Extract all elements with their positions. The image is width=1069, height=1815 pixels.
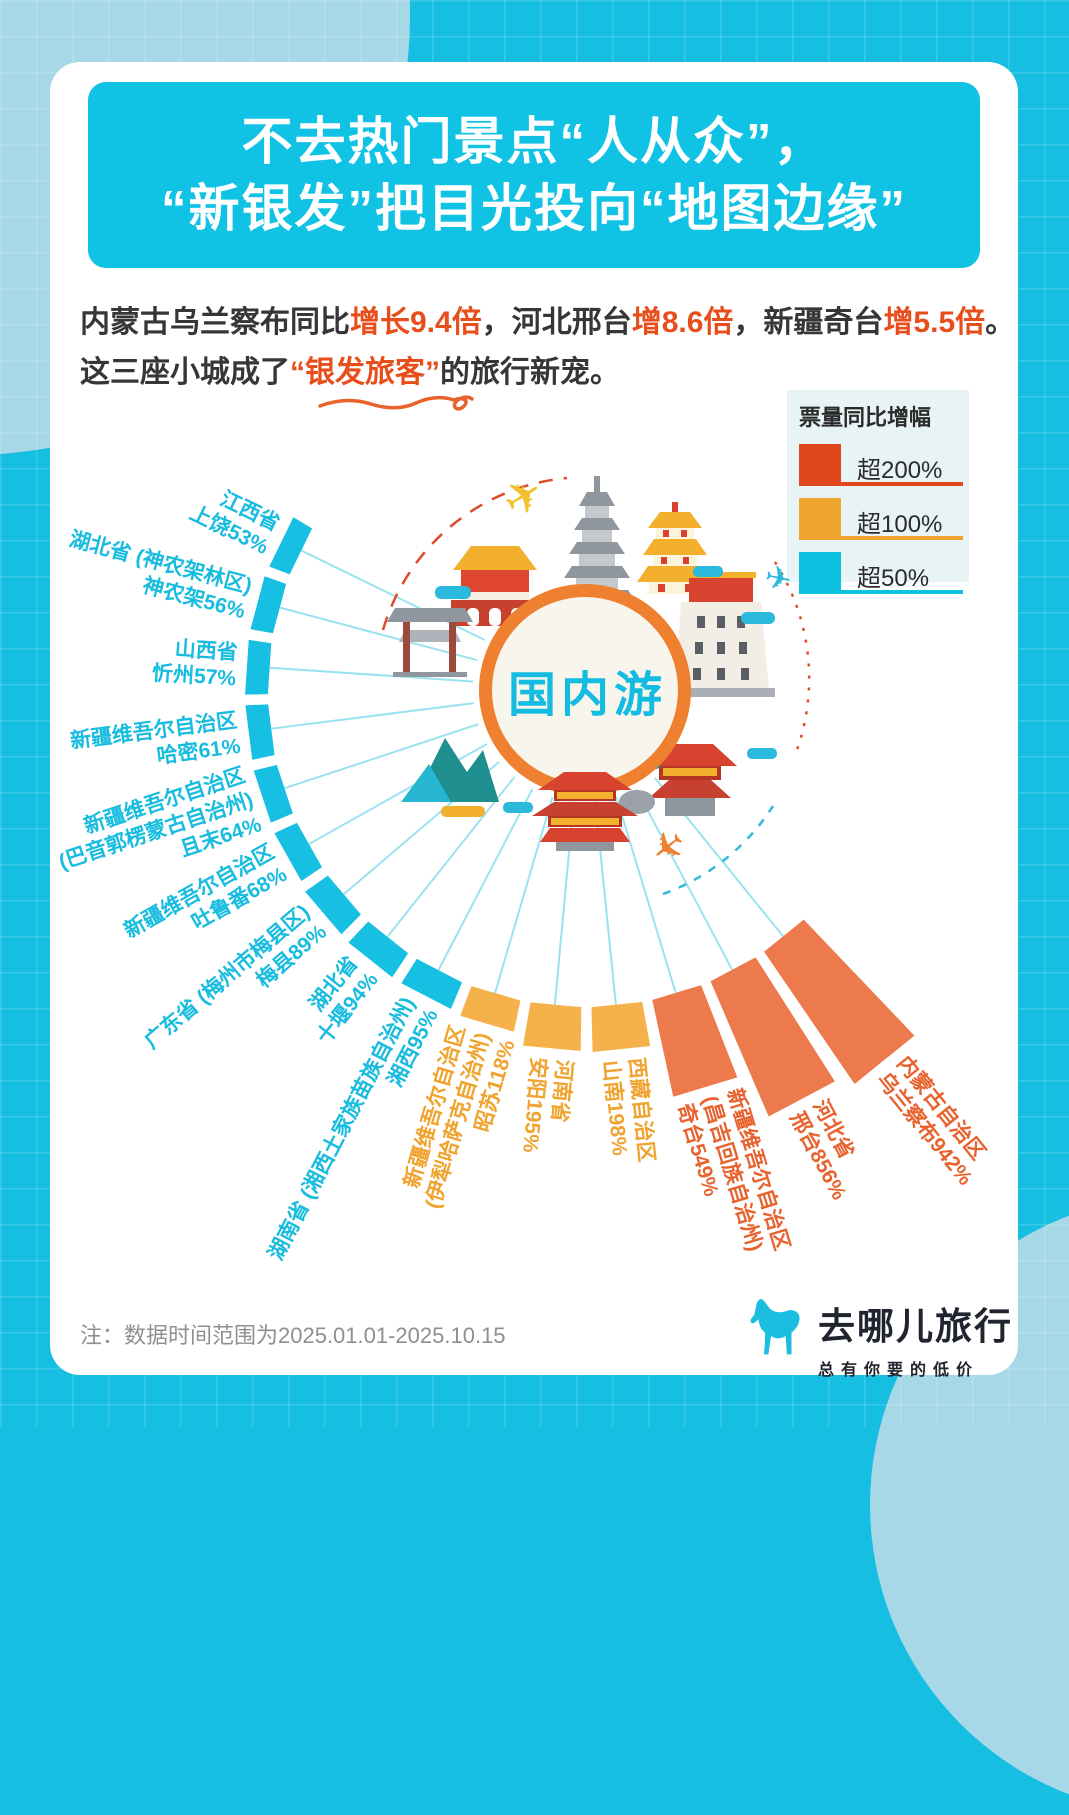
subtitle-line-2: 这三座小城成了“银发旅客”的旅行新宠。 — [80, 348, 1000, 398]
radial-bar-新疆维吾尔自治区(伊犁哈萨克自治州) 昭苏 — [460, 985, 523, 1031]
legend-underline — [799, 482, 963, 486]
destination-label-河北省 邢台: 河北省 邢台856% — [784, 1096, 875, 1205]
legend-underline — [799, 590, 963, 594]
subtitle-text: 这三座小城成了 — [80, 356, 290, 389]
tower-illustration — [532, 772, 638, 851]
radial-bar-山西省 忻州 — [245, 640, 272, 696]
subtitle-highlight: “银发旅客” — [290, 356, 440, 389]
destination-label-内蒙古自治区 乌兰察布: 内蒙古自治区 乌兰察布942% — [871, 1051, 998, 1191]
destination-label-line: 忻州57% — [151, 661, 237, 691]
destination-label-山西省 忻州: 山西省 忻州57% — [151, 635, 238, 693]
infographic-card: 不去热门景点“人从众”， “新银发”把目光投向“地图边缘” 内蒙古乌兰察布同比增… — [50, 62, 1018, 1375]
radial-bar-河南省 安阳 — [523, 1002, 585, 1051]
center-label: 国内游 — [507, 669, 667, 722]
title-line-2: “新银发”把目光投向“地图边缘” — [160, 180, 907, 237]
legend-item-label: 超200% — [857, 457, 943, 484]
subtitle-highlight: 增8.6倍 — [631, 306, 734, 339]
radial-bar-西藏自治区 山南 — [588, 1001, 650, 1052]
legend-item-label: 超100% — [857, 511, 943, 538]
legend-swatch — [799, 444, 841, 482]
dashed-arc-cyan-bottomright — [662, 805, 775, 896]
legend-swatch — [799, 552, 841, 590]
destination-label-江西省 上饶: 江西省 上饶53% — [185, 477, 283, 561]
title-line-1: 不去热门景点“人从众”， — [241, 113, 827, 170]
legend-item-label: 超50% — [857, 565, 930, 592]
dashed-arc-red-right — [773, 561, 811, 751]
subtitle-text: 。 — [985, 306, 1016, 339]
subtitle: 内蒙古乌兰察布同比增长9.4倍，河北邢台增8.6倍，新疆奇台增5.5倍。 这三座… — [80, 298, 1015, 411]
legend-item-超50%: 超50% — [799, 552, 963, 594]
radial-bar-新疆维吾尔自治区(巴音郭楞蒙古自治州) 且末 — [254, 763, 294, 823]
landmarks-illustration: ✈ ✈ ✈ — [381, 464, 811, 896]
title-banner: 不去热门景点“人从众”， “新银发”把目光投向“地图边缘” — [88, 82, 980, 268]
legend-title: 票量同比增幅 — [799, 405, 932, 430]
subtitle-text: ，河北邢台 — [481, 306, 632, 339]
destination-label-河南省 安阳: 河南省 安阳195% — [516, 1056, 577, 1156]
temple-illustration — [619, 744, 737, 816]
legend-item-超200%: 超200% — [799, 444, 963, 486]
destination-label-西藏自治区 山南: 西藏自治区 山南198% — [597, 1056, 659, 1166]
subtitle-highlight: 增长9.4倍 — [350, 306, 482, 339]
destination-label-新疆维吾尔自治区(昌吉回族自治州) 奇台: 新疆维吾尔自治区 (昌吉回族自治州) 奇台549% — [671, 1085, 794, 1268]
radial-bar-湖北省(神农架林区) 神农架 — [250, 576, 286, 635]
svg-text:✈: ✈ — [761, 558, 795, 599]
legend-items: 超200% 超100% 超50% — [787, 444, 969, 594]
destination-label-湖北省 十堰: 湖北省 十堰94% — [291, 952, 384, 1050]
radial-bar-新疆维吾尔自治区 哈密 — [245, 702, 275, 759]
legend: 票量同比增幅 超200% 超100% 超50% — [787, 390, 969, 594]
center-circle: 国内游 — [479, 584, 691, 796]
legend-item-超100%: 超100% — [799, 498, 963, 540]
radial-chart: ✈ ✈ ✈ 国内游 江西省 上饶53% 湖北省 (神农架林区) 神农架56% 山西省 忻州… — [151, 464, 998, 1268]
legend-underline — [799, 536, 963, 540]
subtitle-text: 内蒙古乌兰察布同比 — [80, 306, 350, 339]
underline-squiggle-icon — [318, 395, 474, 411]
subtitle-highlight: 增5.5倍 — [883, 306, 986, 339]
paifang-gate-illustration — [387, 608, 473, 677]
mountains-illustration — [401, 738, 499, 817]
dashed-arc-red-topleft — [381, 476, 568, 631]
subtitle-line-1: 内蒙古乌兰察布同比增长9.4倍，河北邢台增8.6倍，新疆奇台增5.5倍。 — [80, 298, 1015, 348]
subtitle-text: ，新疆奇台 — [733, 306, 884, 339]
svg-text:✈: ✈ — [493, 464, 553, 529]
subtitle-text: 的旅行新宠。 — [440, 356, 620, 389]
legend-swatch — [799, 498, 841, 536]
